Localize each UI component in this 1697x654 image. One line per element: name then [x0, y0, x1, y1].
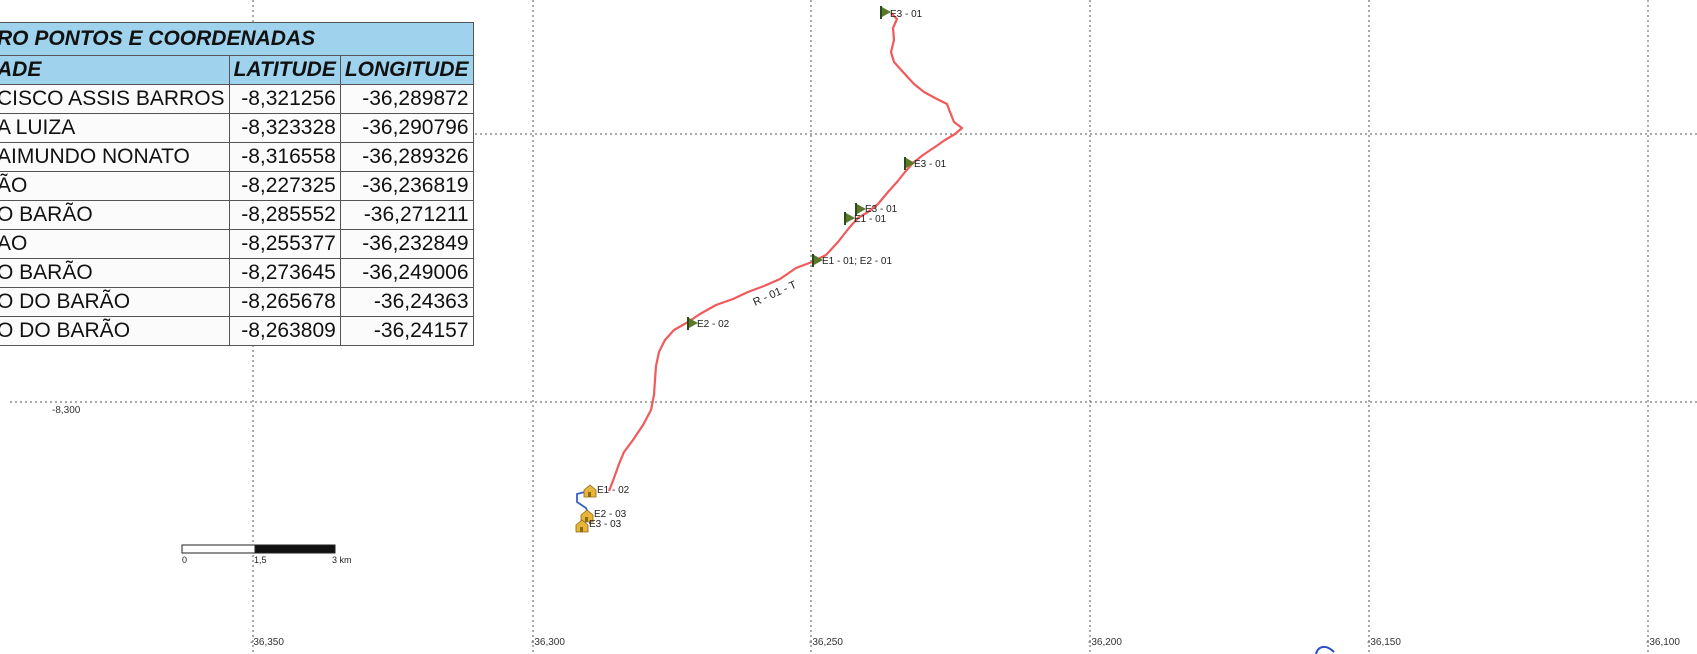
waypoint[interactable]: E3 - 01 [880, 6, 923, 20]
scale-label: 0 [182, 555, 187, 565]
cell-latitude: -8,321256 [228, 84, 341, 114]
waypoint[interactable]: E3 - 01 [855, 203, 898, 216]
lon-label: -36,150 [1367, 637, 1401, 648]
table-row: A LUIZA -8,323328 -36,290796 [0, 113, 474, 143]
waypoint-label: E2 - 02 [697, 319, 730, 330]
cell-latitude: -8,316558 [228, 142, 341, 172]
lat-label: -8,300 [52, 405, 81, 416]
cell-latitude: -8,263809 [228, 316, 341, 346]
waypoint[interactable]: E3 - 01 [904, 157, 947, 170]
waypoint-label: E1 - 02 [597, 485, 630, 496]
scale-bar: 0 1,5 3 km [181, 544, 352, 565]
scale-bar-segment-black [254, 544, 336, 554]
scale-label: 3 km [332, 555, 352, 565]
yellow-house-icon [583, 484, 597, 498]
green-flag-icon [904, 157, 915, 170]
cell-latitude: -8,265678 [228, 287, 341, 317]
table-row: O BARÃO -8,285552 -36,271211 [0, 200, 474, 230]
table-row: O DO BARÃO -8,263809 -36,24157 [0, 316, 474, 346]
waypoint-label: E1 - 01 [854, 214, 887, 225]
waypoint-label: E3 - 01 [914, 159, 947, 170]
column-header-longitude: LONGITUDE [339, 55, 474, 85]
cell-longitude: -36,289872 [339, 84, 474, 114]
waypoint-label: E3 - 01 [890, 9, 923, 20]
cell-place: ÃO [0, 171, 230, 201]
cell-longitude: -36,271211 [339, 200, 474, 230]
lon-label: -36,200 [1088, 637, 1122, 648]
route-label: R - 01 - T [751, 279, 798, 309]
lon-label: -36,250 [809, 637, 843, 648]
table-row: O BARÃO -8,273645 -36,249006 [0, 258, 474, 288]
waypoint[interactable]: E1 - 01; E2 - 01 [812, 254, 892, 267]
waypoint-label: E3 - 01 [865, 204, 898, 215]
cell-longitude: -36,290796 [339, 113, 474, 143]
cell-longitude: -36,24157 [339, 316, 474, 346]
waypoint[interactable]: E2 - 03 [580, 509, 627, 523]
cell-latitude: -8,227325 [228, 171, 341, 201]
column-header-place: ADE [0, 55, 230, 85]
cell-latitude: -8,255377 [228, 229, 341, 259]
grid-labels: -36,350 -36,300 -36,250 -36,200 -36,150 … [52, 405, 1680, 648]
waypoint[interactable]: E1 - 02 [583, 484, 630, 498]
waypoint-label: E3 - 03 [589, 519, 622, 530]
waypoint-label: E2 - 03 [594, 509, 627, 520]
waypoint[interactable]: E1 - 01 [844, 212, 887, 225]
table-row: AIMUNDO NONATO -8,316558 -36,289326 [0, 142, 474, 172]
green-flag-icon [812, 254, 823, 267]
cell-latitude: -8,323328 [228, 113, 341, 143]
lon-label: -36,100 [1646, 637, 1680, 648]
cell-longitude: -36,289326 [339, 142, 474, 172]
cell-longitude: -36,249006 [339, 258, 474, 288]
coordinates-table: RO PONTOS E COORDENADAS ADE LATITUDE LON… [0, 22, 474, 346]
table-row: AO -8,255377 -36,232849 [0, 229, 474, 259]
table-row: ÃO -8,227325 -36,236819 [0, 171, 474, 201]
cell-longitude: -36,236819 [339, 171, 474, 201]
cell-place: O DO BARÃO [0, 287, 230, 317]
scale-bar-segment-white [181, 544, 256, 554]
lon-label: -36,300 [531, 637, 565, 648]
waypoint[interactable]: E2 - 02 [687, 317, 730, 330]
cell-place: AO [0, 229, 230, 259]
cell-place: O BARÃO [0, 258, 230, 288]
cell-place: O BARÃO [0, 200, 230, 230]
yellow-house-icon [575, 519, 589, 533]
table-row: CISCO ASSIS BARROS -8,321256 -36,289872 [0, 84, 474, 114]
waypoint[interactable]: E3 - 03 [575, 519, 622, 533]
cell-place: CISCO ASSIS BARROS [0, 84, 230, 114]
lon-label: -36,350 [250, 637, 284, 648]
column-header-latitude: LATITUDE [228, 55, 341, 85]
scale-label: 1,5 [254, 555, 267, 565]
cell-longitude: -36,24363 [339, 287, 474, 317]
route-line[interactable] [607, 12, 964, 492]
cell-latitude: -8,273645 [228, 258, 341, 288]
green-flag-icon [844, 212, 855, 225]
table-row: O DO BARÃO -8,265678 -36,24363 [0, 287, 474, 317]
cell-latitude: -8,285552 [228, 200, 341, 230]
cell-longitude: -36,232849 [339, 229, 474, 259]
green-flag-icon [687, 317, 698, 330]
green-flag-icon [855, 203, 866, 216]
waypoint-label: E1 - 01; E2 - 01 [822, 256, 892, 267]
table-title: RO PONTOS E COORDENADAS [0, 22, 474, 56]
cell-place: O DO BARÃO [0, 316, 230, 346]
cell-place: A LUIZA [0, 113, 230, 143]
cell-place: AIMUNDO NONATO [0, 142, 230, 172]
green-flag-icon [880, 6, 891, 19]
pen-mark [1315, 646, 1335, 654]
